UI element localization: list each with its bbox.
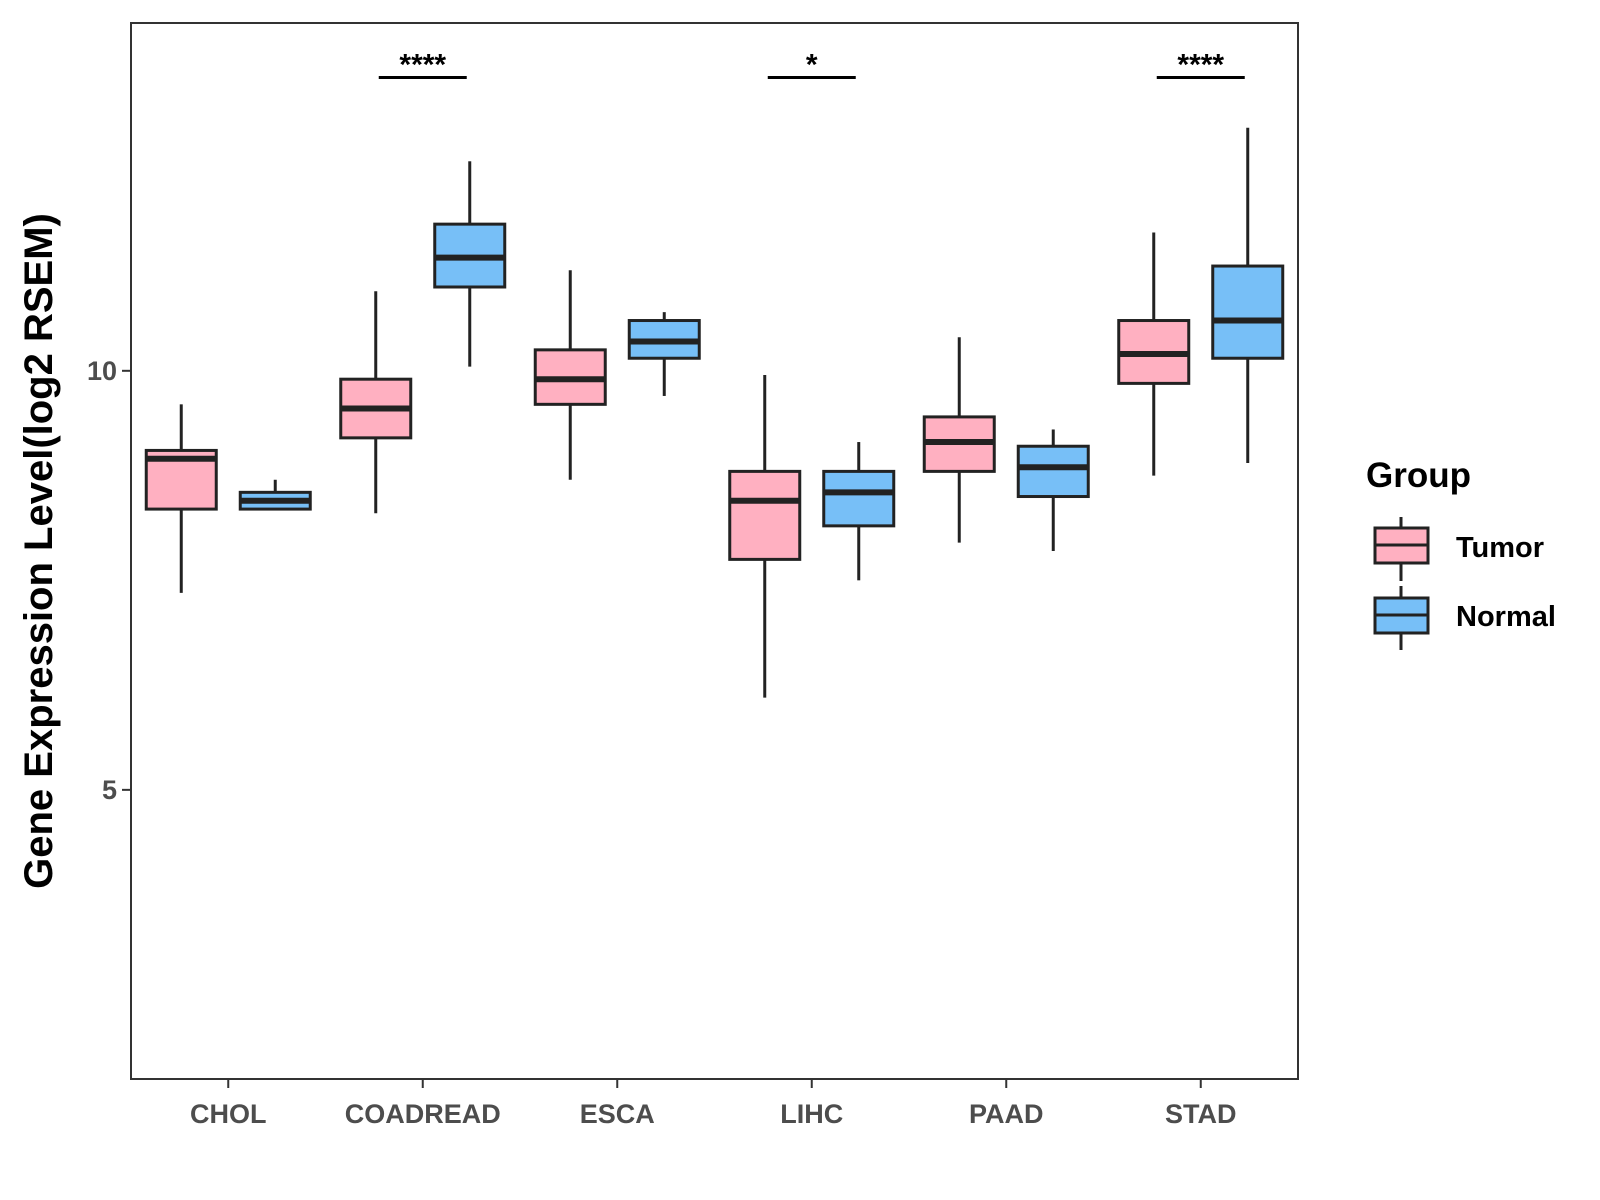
- x-tick-label-chol: CHOL: [190, 1099, 267, 1129]
- box-iqr: [1016, 444, 1090, 499]
- significance-annotations: **** * ****: [378, 48, 1245, 81]
- box-tumor-chol: [144, 404, 218, 593]
- box-tumor-paad: [922, 337, 996, 543]
- x-tick-label-lihc: LIHC: [780, 1099, 843, 1129]
- box-normal-stad: [1211, 127, 1285, 463]
- legend-key-normal: [1373, 586, 1430, 650]
- legend: Group Tumor Normal: [1366, 456, 1556, 650]
- y-axis: 5 10: [87, 356, 131, 805]
- x-axis: CHOL COADREAD ESCA LIHC PAAD STAD: [190, 1079, 1237, 1129]
- y-axis-title: Gene Expression Level(log2 RSEM): [17, 213, 61, 889]
- box-tumor-esca: [533, 270, 607, 480]
- box-iqr: [728, 469, 802, 561]
- legend-label-tumor: Tumor: [1456, 532, 1544, 564]
- significance-label: *: [806, 48, 818, 81]
- box-normal-chol: [238, 479, 312, 511]
- boxes-layer: [144, 127, 1285, 698]
- box-normal-coadread: [433, 161, 507, 367]
- plot-panel: [130, 22, 1299, 1080]
- box-tumor-lihc: [728, 375, 802, 698]
- x-tick-label-paad: PAAD: [969, 1099, 1044, 1129]
- box-iqr: [1211, 264, 1285, 360]
- box-normal-esca: [627, 312, 701, 396]
- significance-label: ****: [1177, 48, 1224, 81]
- box-normal-paad: [1016, 429, 1090, 551]
- box-tumor-coadread: [339, 291, 413, 514]
- x-tick-label-esca: ESCA: [580, 1099, 655, 1129]
- box-normal-lihc: [822, 442, 896, 581]
- x-tick-label-stad: STAD: [1165, 1099, 1237, 1129]
- legend-label-normal: Normal: [1456, 601, 1556, 633]
- y-tick-label: 5: [102, 775, 117, 805]
- box-iqr: [822, 469, 896, 528]
- legend-title: Group: [1366, 456, 1471, 495]
- box-tumor-stad: [1117, 232, 1191, 476]
- y-tick-label: 10: [87, 356, 117, 386]
- x-tick-label-coadread: COADREAD: [345, 1099, 501, 1129]
- significance-label: ****: [399, 48, 446, 81]
- legend-key-tumor: [1373, 517, 1430, 581]
